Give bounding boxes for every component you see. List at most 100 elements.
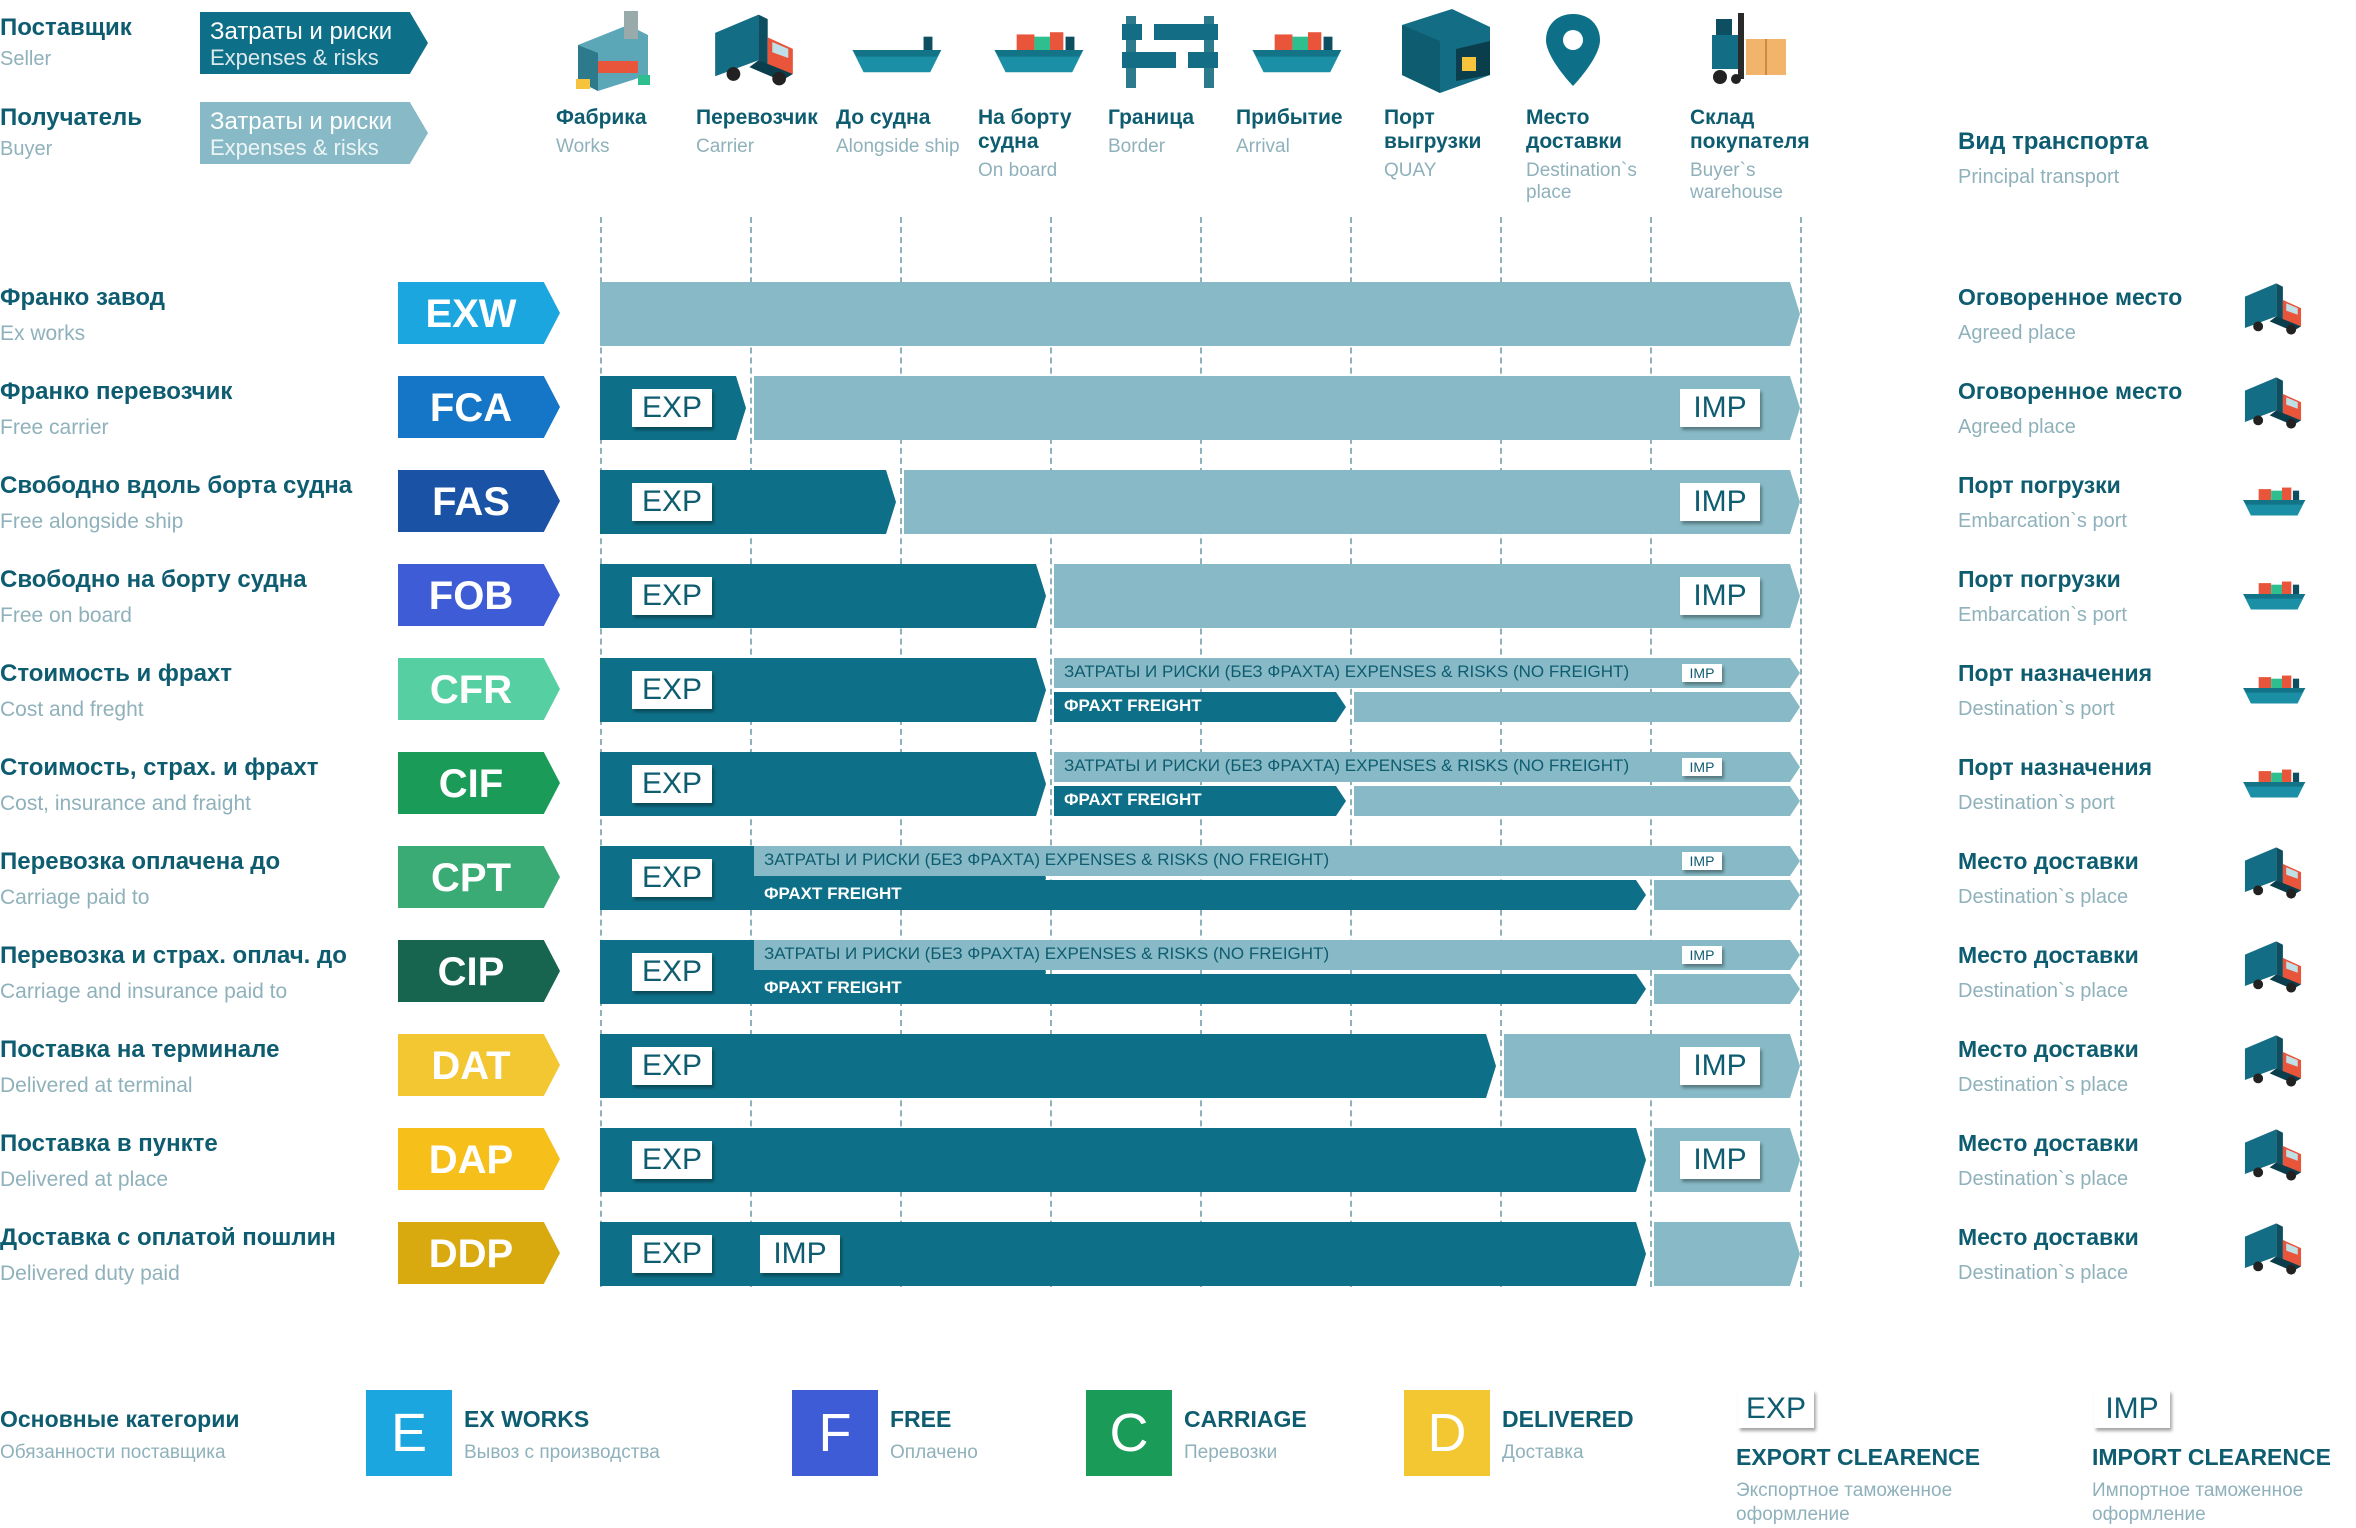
- costs-no-freight-label: ЗАТРАТЫ И РИСКИ (БЕЗ ФРАХТА) EXPENSES & …: [1064, 756, 1630, 775]
- delivery-place-en: Destination`s place: [1958, 886, 2129, 908]
- freight-label: ФРАХТ FREIGHT: [1064, 790, 1202, 809]
- term-code-badge: CPT: [398, 846, 560, 908]
- delivery-place-ru: Оговоренное место: [1958, 378, 2183, 404]
- stage-title: На борту судна: [978, 106, 1072, 153]
- term-name-ru: Франко завод: [0, 284, 165, 311]
- buyer-after-freight-bar: [1354, 786, 1800, 816]
- costs-no-freight-bar: [754, 846, 1800, 876]
- seller-costs-bar: [600, 1222, 1646, 1286]
- term-code: DAT: [431, 1044, 511, 1088]
- term-name-en: Delivered duty paid: [0, 1262, 180, 1285]
- seller-badge-ru: Затраты и риски: [210, 18, 393, 45]
- delivery-place-en: Destination`s place: [1958, 980, 2129, 1002]
- truck-icon: [2240, 1124, 2306, 1191]
- stage-title: Место доставки: [1526, 106, 1622, 153]
- category-title: EX WORKS: [464, 1406, 590, 1432]
- term-code: EXW: [425, 292, 517, 336]
- term-code-badge: CFR: [398, 658, 560, 720]
- incoterm-row-cpt: Перевозка оплачена до Carriage paid to CPT…: [0, 846, 2356, 910]
- exp-tag: EXP: [632, 765, 712, 803]
- term-name-ru: Стоимость, страх. и фрахт: [0, 754, 319, 781]
- empty-ship-icon: [836, 0, 986, 100]
- imp-tag: IMP: [1680, 483, 1760, 521]
- stage-4: На борту судна On board: [978, 0, 1128, 181]
- stage-subtitle: Carrier: [696, 136, 755, 157]
- buyer-costs-bar: [904, 470, 1800, 534]
- incoterm-row-exw: Франко завод Ex works EXW Оговоренное место…: [0, 282, 2356, 346]
- seller-title: Поставщик: [0, 14, 132, 41]
- truck-icon: [2240, 1218, 2306, 1285]
- legend-exp-title: EXPORT CLEARENCE: [1736, 1444, 1981, 1470]
- exp-tag: EXP: [632, 483, 712, 521]
- stage-divider: [1050, 217, 1052, 1287]
- truck-icon: [2240, 936, 2306, 1003]
- term-name-en: Ex works: [0, 322, 86, 345]
- term-code-badge: FOB: [398, 564, 560, 626]
- freight-bar: [1054, 786, 1346, 816]
- stage-title: Прибытие: [1236, 106, 1343, 129]
- exp-tag: EXP: [632, 577, 712, 615]
- term-code-badge: DAP: [398, 1128, 560, 1190]
- stage-title: Фабрика: [556, 106, 647, 129]
- incoterm-row-ddp: Доставка с оплатой пошлин Delivered duty …: [0, 1222, 2356, 1286]
- term-code-badge: CIP: [398, 940, 560, 1002]
- category-sub: Вывоз с производства: [464, 1442, 660, 1463]
- category-sub: Оплачено: [890, 1442, 978, 1463]
- loaded-ship-icon: [978, 0, 1128, 100]
- freight-label: ФРАХТ FREIGHT: [1064, 696, 1202, 715]
- legend-subtitle: Обязанности поставщика: [0, 1442, 226, 1463]
- delivery-place-ru: Порт погрузки: [1958, 472, 2121, 498]
- delivery-place-ru: Оговоренное место: [1958, 284, 2183, 310]
- arriving-ship-icon: [1236, 0, 1386, 100]
- term-code: FAS: [432, 480, 510, 524]
- category-carriage-box: C: [1086, 1390, 1172, 1476]
- exp-tag: EXP: [632, 389, 712, 427]
- delivery-place-en: Embarcation`s port: [1958, 604, 2127, 626]
- incoterm-row-fas: Свободно вдоль борта судна Free alongside…: [0, 470, 2356, 534]
- incoterm-row-dap: Поставка в пункте Delivered at place DAP EX…: [0, 1128, 2356, 1192]
- buyer-costs-bar: [754, 376, 1800, 440]
- exp-tag: EXP: [632, 1235, 712, 1273]
- term-name-ru: Доставка с оплатой пошлин: [0, 1224, 336, 1251]
- stage-2: Перевозчик Carrier: [696, 0, 846, 157]
- buyer-subtitle: Buyer: [0, 138, 53, 160]
- legend-imp-tag: IMP: [2094, 1390, 2170, 1428]
- ship-icon: [2240, 476, 2310, 529]
- category-ex-works-box: E: [366, 1390, 452, 1476]
- delivery-place-en: Destination`s place: [1958, 1168, 2129, 1190]
- imp-tag: IMP: [760, 1235, 840, 1273]
- category-free-box: F: [792, 1390, 878, 1476]
- term-code: FCA: [429, 386, 513, 430]
- stage-divider: [1800, 217, 1802, 1287]
- category-sub: Доставка: [1502, 1442, 1584, 1463]
- term-code-badge: DAT: [398, 1034, 560, 1096]
- term-code: FOB: [428, 574, 514, 618]
- exp-tag: EXP: [632, 1047, 712, 1085]
- term-name-ru: Перевозка и страх. оплач. до: [0, 942, 347, 969]
- costs-no-freight-bar: [1054, 752, 1800, 782]
- term-name-en: Cost, insurance and fraight: [0, 792, 251, 815]
- transport-subtitle: Principal transport: [1958, 166, 2120, 188]
- stage-7: Порт выгрузки QUAY: [1384, 0, 1534, 181]
- truck-icon: [2240, 372, 2306, 439]
- costs-no-freight-label: ЗАТРАТЫ И РИСКИ (БЕЗ ФРАХТА) EXPENSES & …: [764, 944, 1330, 963]
- transport-title: Вид транспорта: [1958, 128, 2149, 155]
- stage-1: Фабрика Works: [556, 0, 706, 157]
- freight-bar: [1054, 692, 1346, 722]
- term-code-badge: FAS: [398, 470, 560, 532]
- buyer-badge-en: Expenses & risks: [210, 135, 379, 160]
- delivery-place-en: Destination`s port: [1958, 698, 2115, 720]
- imp-tag: IMP: [1680, 389, 1760, 427]
- delivery-place-en: Embarcation`s port: [1958, 510, 2127, 532]
- legend-title: Основные категории: [0, 1406, 240, 1432]
- costs-no-freight-label: ЗАТРАТЫ И РИСКИ (БЕЗ ФРАХТА) EXPENSES & …: [1064, 662, 1630, 681]
- legend-exp-sub1: Экспортное таможенное: [1736, 1480, 1953, 1501]
- stage-subtitle: Buyer`s warehouse: [1690, 160, 1783, 203]
- term-name-ru: Поставка на терминале: [0, 1036, 280, 1063]
- buyer-badge-ru: Затраты и риски: [210, 108, 393, 135]
- delivery-place-ru: Порт назначения: [1958, 660, 2153, 686]
- stage-6: Прибытие Arrival: [1236, 0, 1386, 157]
- imp-tag-small: IMP: [1682, 664, 1722, 682]
- freight-label: ФРАХТ FREIGHT: [764, 978, 902, 997]
- category-delivered-box: D: [1404, 1390, 1490, 1476]
